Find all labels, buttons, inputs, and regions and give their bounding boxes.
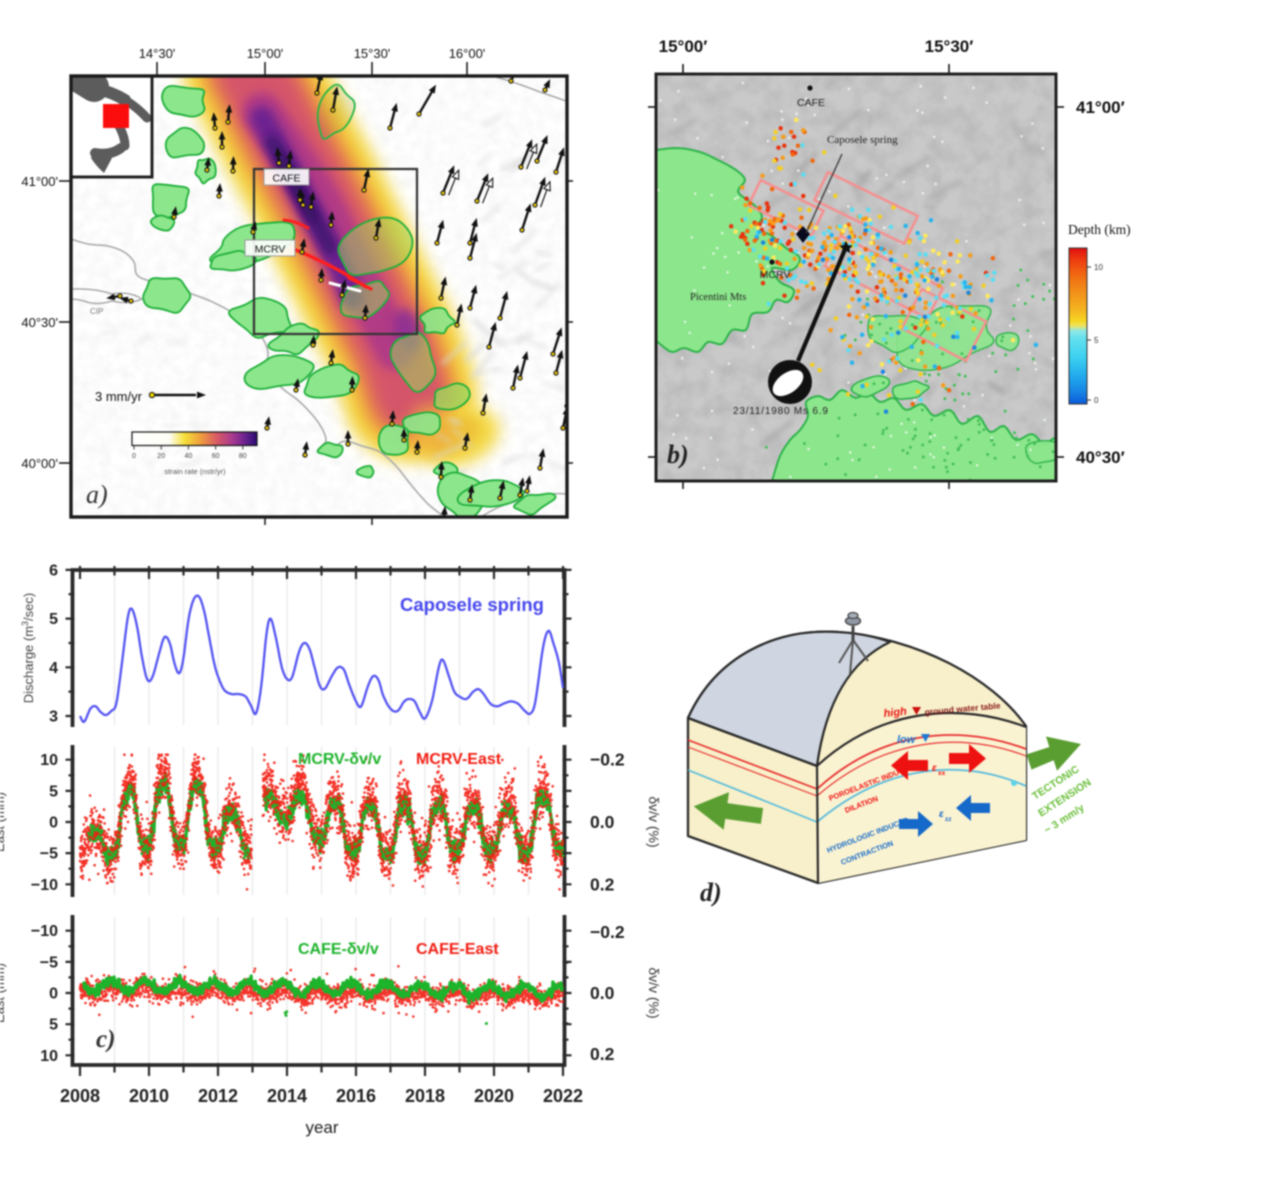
svg-text:2018: 2018 [405, 1086, 445, 1106]
svg-text:41°00': 41°00' [21, 174, 58, 189]
svg-text:low: low [897, 734, 917, 746]
svg-text:15°30': 15°30' [354, 46, 391, 61]
svg-text:0.0: 0.0 [590, 983, 615, 1003]
svg-text:Caposele spring: Caposele spring [400, 594, 544, 615]
svg-text:d): d) [700, 878, 722, 907]
svg-text:15°00′: 15°00′ [659, 37, 708, 56]
svg-text:4: 4 [49, 660, 58, 677]
svg-text:−0.2: −0.2 [590, 750, 625, 770]
svg-text:b): b) [667, 440, 689, 469]
svg-text:5: 5 [49, 611, 58, 628]
svg-text:15°00': 15°00' [247, 46, 284, 61]
svg-text:0: 0 [49, 815, 58, 832]
svg-text:0: 0 [49, 986, 58, 1003]
svg-text:MCRV-δv/v: MCRV-δv/v [298, 751, 381, 768]
svg-text:2016: 2016 [336, 1086, 376, 1106]
svg-text:3 mm/yr: 3 mm/yr [95, 389, 143, 404]
svg-text:0.2: 0.2 [590, 1044, 615, 1064]
svg-text:0: 0 [1094, 396, 1099, 405]
svg-text:CAFE: CAFE [797, 97, 825, 109]
svg-text:2012: 2012 [198, 1086, 238, 1106]
svg-text:zz: zz [945, 816, 952, 823]
svg-text:41°00′: 41°00′ [1076, 98, 1125, 117]
svg-text:CIP: CIP [90, 307, 103, 316]
svg-text:0.0: 0.0 [590, 812, 615, 832]
svg-text:10: 10 [40, 752, 58, 769]
svg-text:East (mm): East (mm) [0, 963, 7, 1023]
svg-text:2022: 2022 [543, 1086, 583, 1106]
svg-text:6: 6 [49, 562, 58, 579]
svg-text:40: 40 [185, 453, 193, 460]
svg-text:10: 10 [40, 1048, 58, 1065]
svg-text:a): a) [86, 480, 108, 509]
svg-text:CAFE-δv/v: CAFE-δv/v [298, 941, 379, 958]
svg-text:10: 10 [1094, 263, 1103, 272]
svg-text:5: 5 [49, 783, 58, 800]
svg-text:60: 60 [212, 453, 220, 460]
svg-text:strain rate (nstr/yr): strain rate (nstr/yr) [164, 467, 226, 476]
svg-text:2014: 2014 [267, 1086, 307, 1106]
svg-text:Discharge (m3/sec): Discharge (m3/sec) [20, 593, 36, 703]
svg-text:40°30': 40°30' [21, 315, 58, 330]
svg-text:16°00': 16°00' [449, 46, 486, 61]
svg-text:year: year [305, 1118, 338, 1137]
svg-text:5: 5 [49, 1017, 58, 1034]
svg-text:3: 3 [49, 709, 58, 726]
svg-text:MCRV: MCRV [255, 244, 286, 256]
svg-text:15°30′: 15°30′ [925, 37, 974, 56]
svg-text:40°30′: 40°30′ [1076, 448, 1125, 467]
svg-text:δv/v (%): δv/v (%) [646, 967, 662, 1018]
svg-text:5: 5 [1094, 336, 1099, 345]
svg-text:−0.2: −0.2 [590, 922, 625, 942]
svg-text:−10: −10 [31, 923, 58, 940]
svg-text:ε: ε [939, 809, 944, 820]
svg-text:−10: −10 [31, 877, 58, 894]
svg-text:MCRV: MCRV [760, 269, 791, 281]
svg-text:40°00': 40°00' [21, 456, 58, 471]
svg-text:0.2: 0.2 [590, 874, 615, 894]
svg-text:14°30': 14°30' [139, 46, 176, 61]
svg-text:0: 0 [132, 453, 136, 460]
svg-text:−5: −5 [40, 846, 58, 863]
svg-text:Picentini Mts: Picentini Mts [690, 292, 746, 303]
svg-text:80: 80 [239, 453, 247, 460]
svg-text:high: high [883, 706, 908, 720]
svg-text:MCRV-East: MCRV-East [416, 751, 502, 768]
svg-text:CAFE-East: CAFE-East [416, 941, 499, 958]
svg-text:Depth (km): Depth (km) [1068, 222, 1131, 237]
svg-text:2008: 2008 [60, 1086, 100, 1106]
svg-text:Caposele spring: Caposele spring [827, 134, 898, 146]
svg-text:δv/v (%): δv/v (%) [646, 796, 662, 847]
svg-text:−5: −5 [40, 954, 58, 971]
svg-text:20: 20 [157, 453, 165, 460]
svg-text:East (mm): East (mm) [0, 792, 7, 852]
svg-text:2020: 2020 [474, 1086, 514, 1106]
svg-text:xx: xx [938, 770, 946, 777]
svg-text:2010: 2010 [129, 1086, 169, 1106]
svg-text:CAFE: CAFE [272, 173, 300, 185]
svg-text:23/11/1980 Ms 6.9: 23/11/1980 Ms 6.9 [733, 406, 829, 417]
svg-text:ε: ε [932, 763, 937, 774]
svg-text:c): c) [96, 1026, 115, 1053]
